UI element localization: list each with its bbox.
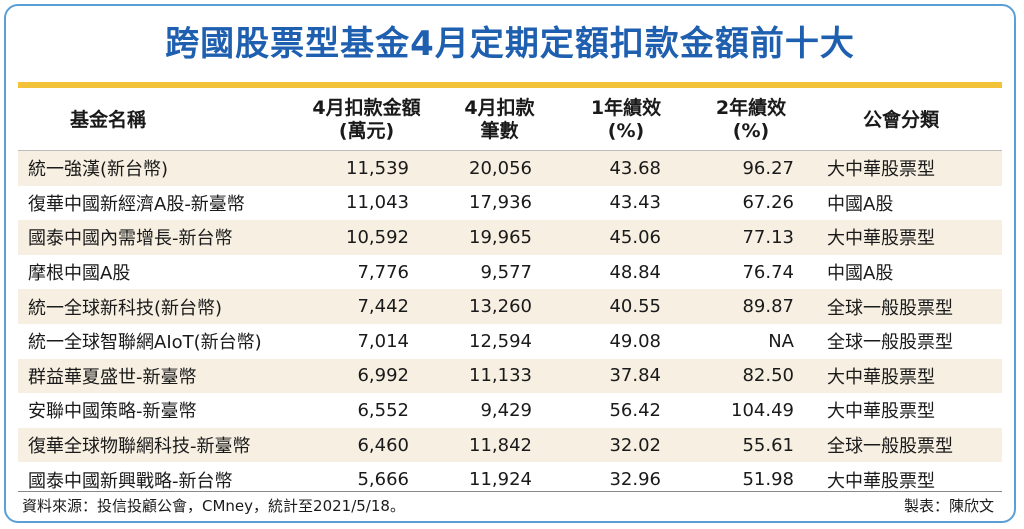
return-1y-cell: 40.55 bbox=[565, 289, 687, 324]
category-cell: 全球一般股票型 bbox=[815, 323, 1002, 359]
return-2y-cell: 89.87 bbox=[687, 289, 815, 324]
return-2y-cell: NA bbox=[687, 323, 815, 359]
return-1y-cell: 43.68 bbox=[565, 150, 687, 186]
return-2y-cell: 77.13 bbox=[687, 220, 815, 255]
return-1y-cell: 48.84 bbox=[565, 254, 687, 290]
count-cell: 20,056 bbox=[434, 150, 565, 186]
fund-name-cell: 統一強漢(新台幣) bbox=[18, 150, 299, 186]
header-count: 4月扣款 筆數 bbox=[434, 90, 565, 151]
table-row: 摩根中國A股 7,776 9,577 48.84 76.74 中國A股 bbox=[18, 254, 1002, 290]
fund-name-cell: 摩根中國A股 bbox=[18, 254, 299, 290]
table-row: 統一全球新科技(新台幣) 7,442 13,260 40.55 89.87 全球一般股票型 bbox=[18, 289, 1002, 324]
category-cell: 全球一般股票型 bbox=[815, 427, 1002, 463]
amount-cell: 11,043 bbox=[299, 185, 434, 221]
count-cell: 19,965 bbox=[434, 220, 565, 255]
return-1y-cell: 32.02 bbox=[565, 427, 687, 463]
count-cell: 11,842 bbox=[434, 427, 565, 463]
return-2y-cell: 55.61 bbox=[687, 427, 815, 463]
return-2y-cell: 96.27 bbox=[687, 150, 815, 186]
return-2y-cell: 104.49 bbox=[687, 393, 815, 428]
count-cell: 11,133 bbox=[434, 358, 565, 394]
title-underline bbox=[18, 82, 1002, 88]
count-cell: 9,429 bbox=[434, 393, 565, 428]
return-1y-cell: 45.06 bbox=[565, 220, 687, 255]
header-row: 基金名稱 4月扣款金額 (萬元) 4月扣款 筆數 1年績效 (%) 2年績效 (%) 公… bbox=[18, 90, 1002, 151]
table-row: 復華全球物聯網科技-新臺幣 6,460 11,842 32.02 55.61 全球一般股票… bbox=[18, 427, 1002, 463]
fund-name-cell: 統一全球智聯網AIoT(新台幣) bbox=[18, 323, 299, 359]
category-cell: 全球一般股票型 bbox=[815, 289, 1002, 324]
fund-name-cell: 群益華夏盛世-新臺幣 bbox=[18, 358, 299, 394]
fund-name-cell: 安聯中國策略-新臺幣 bbox=[18, 393, 299, 428]
count-cell: 17,936 bbox=[434, 185, 565, 221]
fund-name-cell: 復華中國新經濟A股-新臺幣 bbox=[18, 185, 299, 221]
amount-cell: 6,992 bbox=[299, 358, 434, 394]
table-row: 國泰中國內需增長-新台幣 10,592 19,965 45.06 77.13 大中華股票型 bbox=[18, 220, 1002, 255]
header-1y-return: 1年績效 (%) bbox=[565, 90, 687, 151]
amount-cell: 7,776 bbox=[299, 254, 434, 290]
footer-divider bbox=[18, 491, 1002, 492]
amount-cell: 11,539 bbox=[299, 150, 434, 186]
return-1y-cell: 56.42 bbox=[565, 393, 687, 428]
category-cell: 大中華股票型 bbox=[815, 220, 1002, 255]
header-fund-name: 基金名稱 bbox=[18, 90, 299, 151]
count-cell: 13,260 bbox=[434, 289, 565, 324]
category-cell: 中國A股 bbox=[815, 185, 1002, 221]
return-2y-cell: 76.74 bbox=[687, 254, 815, 290]
table-row: 統一全球智聯網AIoT(新台幣) 7,014 12,594 49.08 NA 全球一般股票… bbox=[18, 323, 1002, 359]
return-2y-cell: 82.50 bbox=[687, 358, 815, 394]
count-cell: 12,594 bbox=[434, 323, 565, 359]
category-cell: 大中華股票型 bbox=[815, 393, 1002, 428]
amount-cell: 6,552 bbox=[299, 393, 434, 428]
amount-cell: 7,014 bbox=[299, 323, 434, 359]
table-row: 群益華夏盛世-新臺幣 6,992 11,133 37.84 82.50 大中華股票型 bbox=[18, 358, 1002, 394]
amount-cell: 10,592 bbox=[299, 220, 434, 255]
fund-table: 基金名稱 4月扣款金額 (萬元) 4月扣款 筆數 1年績效 (%) 2年績效 (%) 公… bbox=[18, 90, 1002, 497]
amount-cell: 7,442 bbox=[299, 289, 434, 324]
return-1y-cell: 49.08 bbox=[565, 323, 687, 359]
credit-note: 製表：陳欣文 bbox=[903, 497, 994, 515]
source-note: 資料來源：投信投顧公會，CMney，統計至2021/5/18。 bbox=[22, 497, 405, 515]
fund-name-cell: 統一全球新科技(新台幣) bbox=[18, 289, 299, 324]
return-1y-cell: 43.43 bbox=[565, 185, 687, 221]
category-cell: 中國A股 bbox=[815, 254, 1002, 290]
header-2y-return: 2年績效 (%) bbox=[687, 90, 815, 151]
return-2y-cell: 67.26 bbox=[687, 185, 815, 221]
category-cell: 大中華股票型 bbox=[815, 150, 1002, 186]
fund-name-cell: 復華全球物聯網科技-新臺幣 bbox=[18, 427, 299, 463]
header-amount: 4月扣款金額 (萬元) bbox=[299, 90, 434, 151]
amount-cell: 6,460 bbox=[299, 427, 434, 463]
infographic-frame: 跨國股票型基金4月定期定額扣款金額前十大 基金名稱 4月扣款金額 (萬元) 4月扣… bbox=[4, 4, 1016, 523]
table-row: 復華中國新經濟A股-新臺幣 11,043 17,936 43.43 67.26 中國A股 bbox=[18, 185, 1002, 221]
count-cell: 9,577 bbox=[434, 254, 565, 290]
category-cell: 大中華股票型 bbox=[815, 358, 1002, 394]
page-title: 跨國股票型基金4月定期定額扣款金額前十大 bbox=[165, 24, 855, 64]
table-row: 統一強漢(新台幣) 11,539 20,056 43.68 96.27 大中華股票型 bbox=[18, 150, 1002, 186]
header-category: 公會分類 bbox=[815, 90, 1002, 151]
fund-name-cell: 國泰中國內需增長-新台幣 bbox=[18, 220, 299, 255]
return-1y-cell: 37.84 bbox=[565, 358, 687, 394]
table-row: 安聯中國策略-新臺幣 6,552 9,429 56.42 104.49 大中華股票型 bbox=[18, 393, 1002, 428]
